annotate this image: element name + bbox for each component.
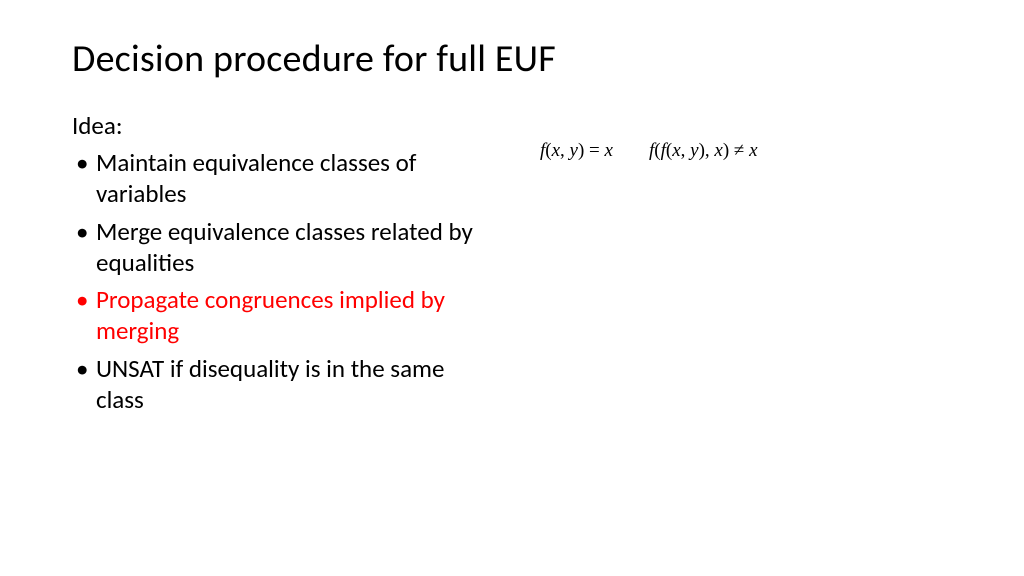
formula-row: f(x, y) = x f(f(x, y), x) ≠ x xyxy=(540,140,758,162)
slide-title: Decision procedure for full EUF xyxy=(72,36,952,82)
formula-left: f(x, y) = x xyxy=(540,140,613,162)
bullet-item: Merge equivalence classes related by equ… xyxy=(72,216,492,279)
bullet-item: Propagate congruences implied by merging xyxy=(72,284,492,347)
bullet-item: Maintain equivalence classes of variable… xyxy=(72,147,492,210)
slide-body: Idea: Maintain equivalence classes of va… xyxy=(72,110,952,415)
idea-label: Idea: xyxy=(72,110,492,141)
left-column: Idea: Maintain equivalence classes of va… xyxy=(72,110,492,415)
bullet-list: Maintain equivalence classes of variable… xyxy=(72,147,492,415)
bullet-item: UNSAT if disequality is in the same clas… xyxy=(72,353,492,416)
formula-right: f(f(x, y), x) ≠ x xyxy=(649,140,758,162)
slide: Decision procedure for full EUF Idea: Ma… xyxy=(0,0,1024,576)
